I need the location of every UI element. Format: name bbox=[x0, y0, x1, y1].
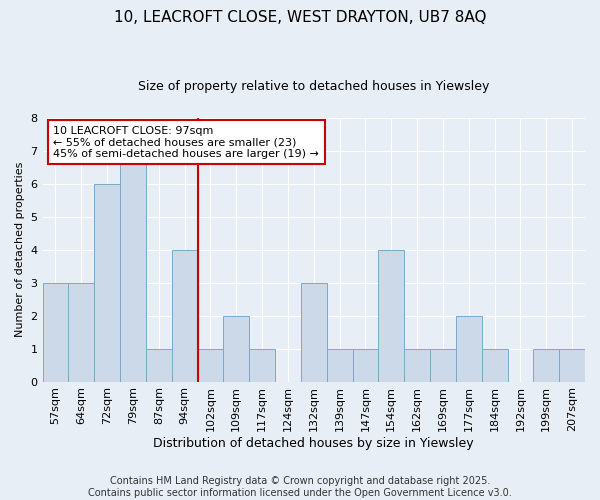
X-axis label: Distribution of detached houses by size in Yiewsley: Distribution of detached houses by size … bbox=[154, 437, 474, 450]
Y-axis label: Number of detached properties: Number of detached properties bbox=[15, 162, 25, 338]
Bar bbox=[197, 348, 223, 382]
Bar bbox=[120, 151, 146, 382]
Bar bbox=[172, 250, 197, 382]
Bar bbox=[533, 348, 559, 382]
Bar bbox=[456, 316, 482, 382]
Bar bbox=[353, 348, 379, 382]
Bar bbox=[94, 184, 120, 382]
Bar bbox=[404, 348, 430, 382]
Text: 10, LEACROFT CLOSE, WEST DRAYTON, UB7 8AQ: 10, LEACROFT CLOSE, WEST DRAYTON, UB7 8A… bbox=[114, 10, 486, 25]
Bar bbox=[379, 250, 404, 382]
Bar bbox=[146, 348, 172, 382]
Bar bbox=[430, 348, 456, 382]
Bar bbox=[43, 282, 68, 382]
Bar bbox=[326, 348, 353, 382]
Bar bbox=[559, 348, 585, 382]
Bar bbox=[482, 348, 508, 382]
Title: Size of property relative to detached houses in Yiewsley: Size of property relative to detached ho… bbox=[138, 80, 490, 93]
Text: 10 LEACROFT CLOSE: 97sqm
← 55% of detached houses are smaller (23)
45% of semi-d: 10 LEACROFT CLOSE: 97sqm ← 55% of detach… bbox=[53, 126, 319, 159]
Bar bbox=[301, 282, 326, 382]
Text: Contains HM Land Registry data © Crown copyright and database right 2025.
Contai: Contains HM Land Registry data © Crown c… bbox=[88, 476, 512, 498]
Bar bbox=[249, 348, 275, 382]
Bar bbox=[223, 316, 249, 382]
Bar bbox=[68, 282, 94, 382]
